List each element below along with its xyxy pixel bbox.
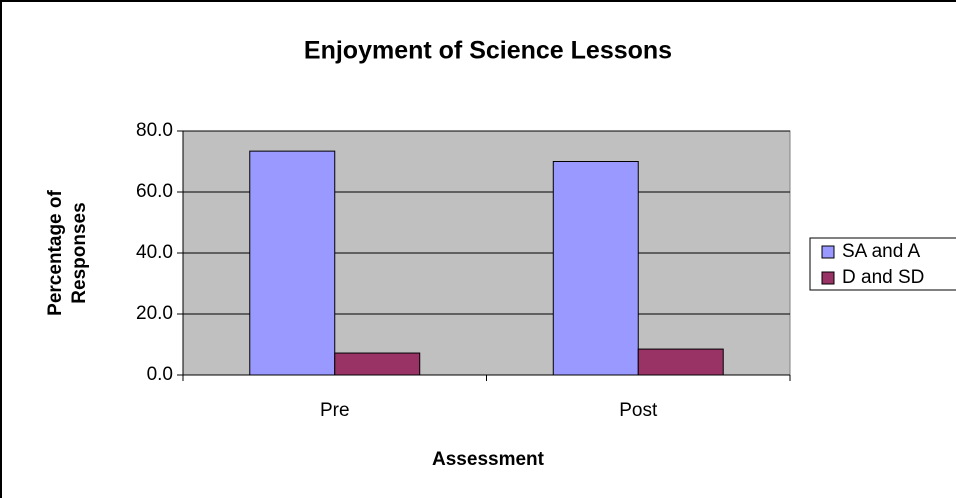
x-tick-label: Pre — [320, 400, 350, 421]
bar — [637, 348, 724, 376]
legend-label: SA and A — [842, 241, 921, 262]
bar — [249, 150, 336, 376]
legend-swatch — [821, 271, 835, 285]
x-tick-label: Post — [619, 400, 658, 421]
y-axis-title: Percentage of Responses — [45, 190, 90, 316]
bar — [552, 161, 639, 376]
chart-title: Enjoyment of Science Lessons — [304, 37, 672, 65]
y-tick-label: 0.0 — [147, 364, 173, 385]
y-tick-label: 40.0 — [136, 242, 173, 263]
legend-label: D and SD — [842, 267, 924, 288]
y-axis-title-line: Percentage of — [45, 190, 66, 316]
y-tick-label: 60.0 — [136, 181, 173, 202]
y-tick-label: 20.0 — [136, 303, 173, 324]
legend-swatch — [821, 245, 835, 259]
x-axis-title: Assessment — [432, 449, 545, 470]
y-tick-label: 80.0 — [136, 120, 173, 141]
y-axis-title-line: Responses — [69, 202, 90, 303]
bar — [334, 352, 421, 376]
